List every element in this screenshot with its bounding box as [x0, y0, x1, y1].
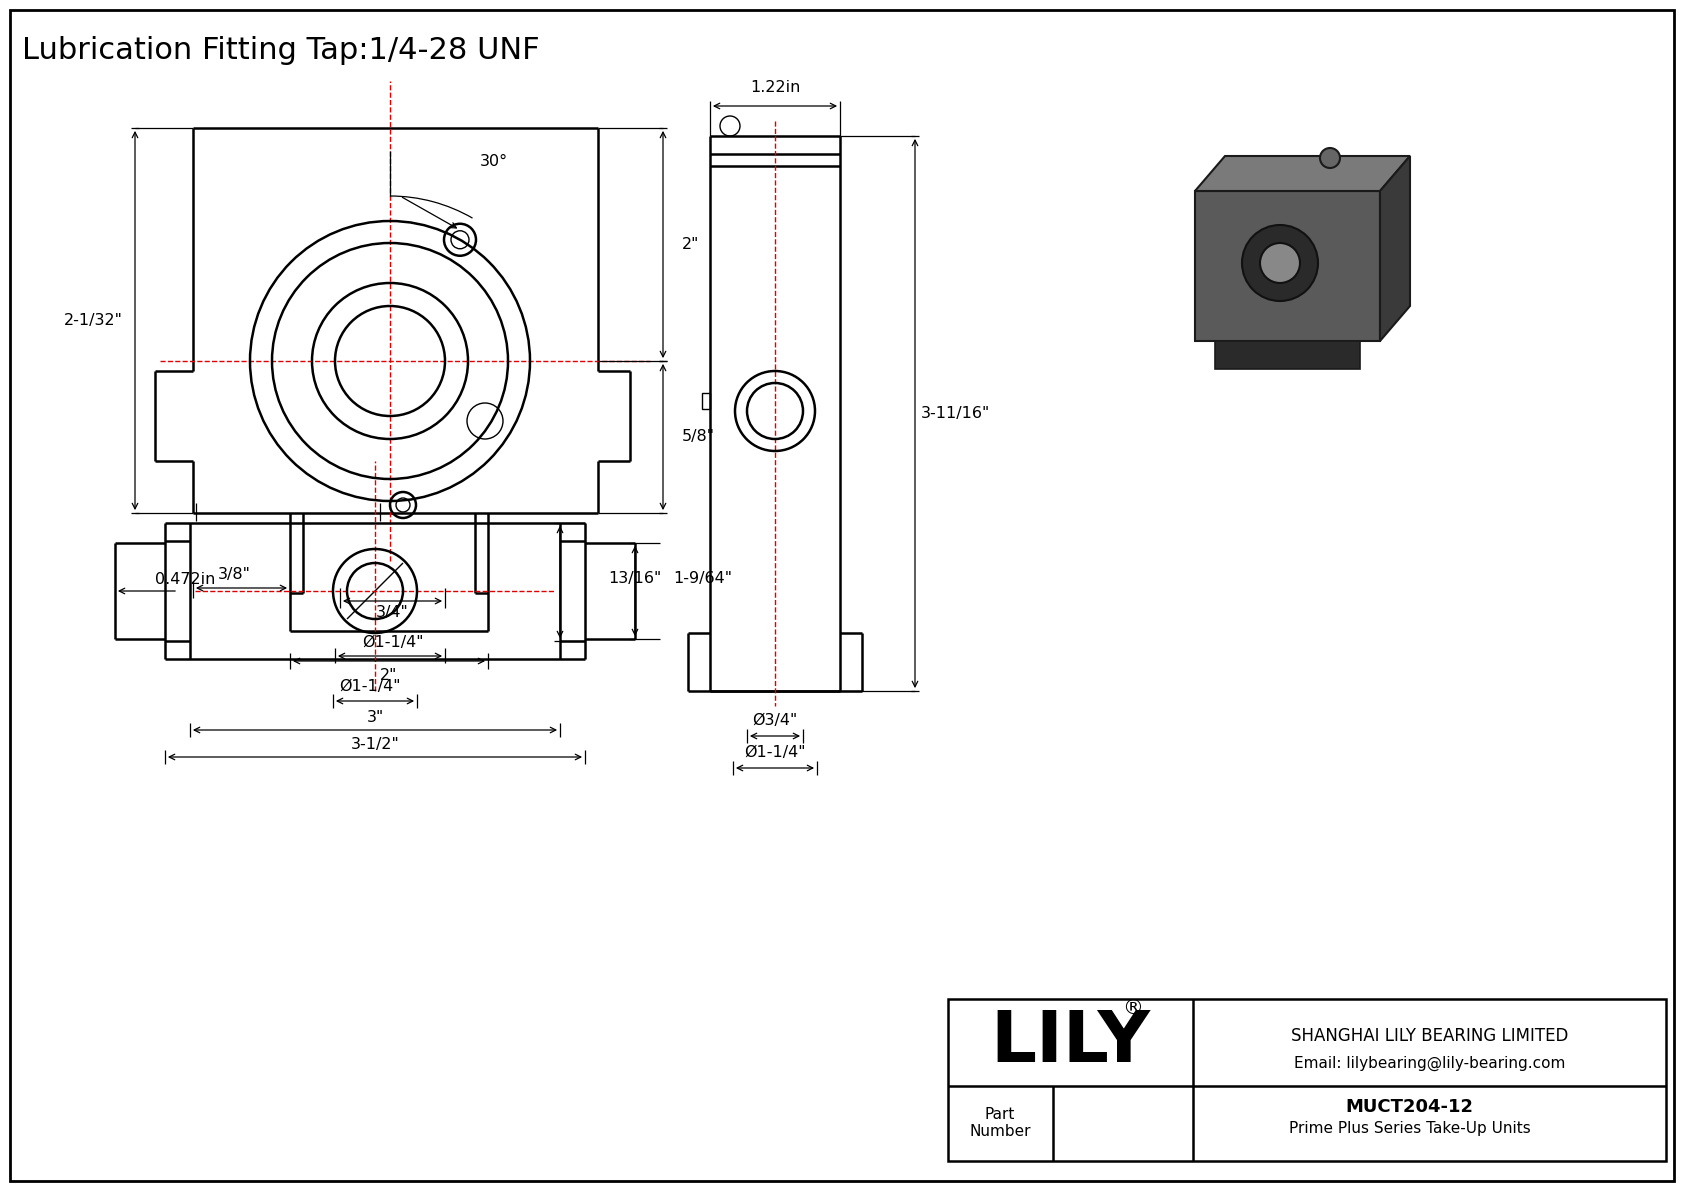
Bar — [702, 393, 711, 409]
Text: 3-1/2": 3-1/2" — [350, 736, 399, 752]
Text: 13/16": 13/16" — [608, 572, 662, 586]
Text: Ø1-1/4": Ø1-1/4" — [338, 680, 401, 694]
Polygon shape — [1214, 341, 1361, 369]
Text: 3-11/16": 3-11/16" — [921, 406, 990, 420]
Text: 30°: 30° — [480, 154, 509, 168]
Text: 1-9/64": 1-9/64" — [674, 572, 733, 586]
Text: Part
Number: Part Number — [970, 1106, 1031, 1140]
Polygon shape — [1379, 156, 1410, 341]
Text: Lubrication Fitting Tap:1/4-28 UNF: Lubrication Fitting Tap:1/4-28 UNF — [22, 36, 539, 66]
Circle shape — [1260, 243, 1300, 283]
Polygon shape — [1196, 191, 1379, 341]
Bar — [948, 999, 1665, 1161]
Text: Email: lilybearing@lily-bearing.com: Email: lilybearing@lily-bearing.com — [1293, 1055, 1564, 1071]
Text: SHANGHAI LILY BEARING LIMITED: SHANGHAI LILY BEARING LIMITED — [1292, 1027, 1568, 1045]
Text: ®: ® — [1123, 998, 1143, 1018]
Text: Ø3/4": Ø3/4" — [753, 713, 798, 729]
Text: 3": 3" — [367, 710, 384, 724]
Text: Prime Plus Series Take-Up Units: Prime Plus Series Take-Up Units — [1288, 1122, 1531, 1136]
Circle shape — [1243, 225, 1319, 301]
Text: 5/8": 5/8" — [682, 430, 714, 444]
Text: 3/4": 3/4" — [376, 605, 409, 621]
Text: Ø1-1/4": Ø1-1/4" — [362, 636, 423, 650]
Polygon shape — [1196, 156, 1410, 191]
Text: 2": 2" — [381, 668, 397, 684]
Text: MUCT204-12: MUCT204-12 — [1346, 1098, 1474, 1116]
Circle shape — [1320, 148, 1340, 168]
Text: Ø1-1/4": Ø1-1/4" — [744, 746, 805, 761]
Text: 2-1/32": 2-1/32" — [64, 313, 123, 328]
Text: LILY: LILY — [990, 1009, 1150, 1078]
Text: 1.22in: 1.22in — [749, 81, 800, 95]
Text: 0.472in: 0.472in — [155, 572, 216, 586]
Text: 3/8": 3/8" — [217, 567, 251, 582]
Text: 2": 2" — [682, 237, 699, 252]
